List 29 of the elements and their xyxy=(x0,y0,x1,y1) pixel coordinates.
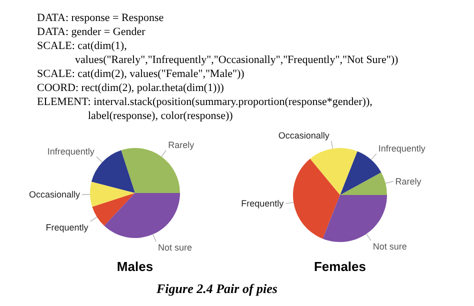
text: DATA: gender = Gender xyxy=(37,26,146,38)
slice-label: Rarely xyxy=(168,140,195,150)
pie-slice xyxy=(90,182,135,207)
slice-label: Infrequently xyxy=(47,146,95,157)
slice-label: Occasionally xyxy=(28,190,81,200)
pie-slice xyxy=(92,193,135,226)
text: ELEMENT: interval.stack(position(summary.proportion(response*gender)), xyxy=(37,96,373,108)
slice-label: Frequently xyxy=(46,222,89,232)
text: label(response), color(response)) xyxy=(88,110,234,122)
slice-label: Rarely xyxy=(395,176,422,186)
pie-slice xyxy=(121,148,180,193)
slice-label: Not sure xyxy=(372,241,407,252)
text: Males xyxy=(116,259,154,274)
text: DATA: response = Response xyxy=(37,12,164,24)
text: SCALE: cat(dim(2), values("Female","Male")) xyxy=(37,68,245,80)
slice-label: Frequently xyxy=(241,198,284,209)
pie-slice xyxy=(340,172,387,195)
pie-slice xyxy=(322,195,387,242)
text: values("Rarely","Infrequently","Occasionally","Frequently","Not Sure")) xyxy=(75,54,399,66)
pie-slice xyxy=(310,148,358,195)
slice-label: Occasionally xyxy=(278,130,330,141)
pie-slice xyxy=(293,158,340,239)
pie-slice xyxy=(104,193,180,238)
text: SCALE: cat(dim(1), xyxy=(37,40,128,52)
caption: Figure 2.4 Pair of pies xyxy=(156,281,278,296)
slice-label: Infrequently xyxy=(378,144,426,154)
slice-label: Not sure xyxy=(158,242,192,253)
text: Females xyxy=(314,259,366,274)
text: COORD: rect(dim(2), polar.theta(dim(1))) xyxy=(37,82,224,94)
